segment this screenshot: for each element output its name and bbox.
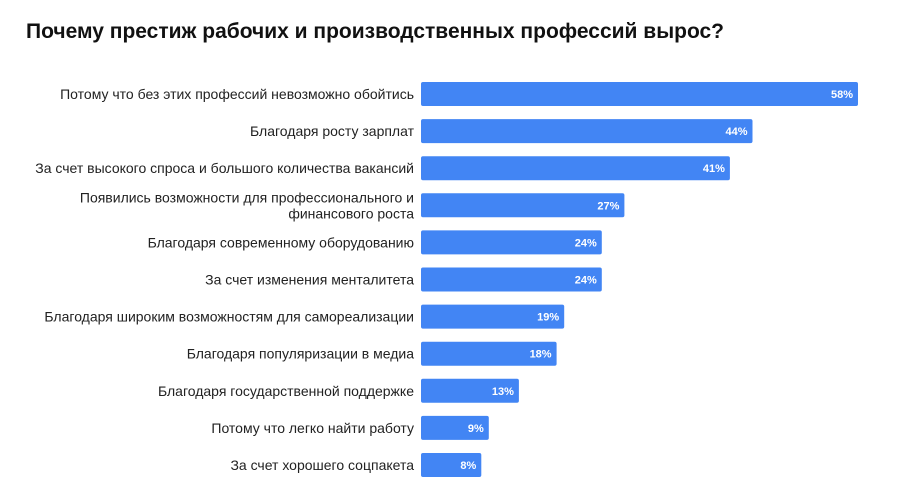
category-label-6: За счет изменения менталитета [205,272,414,288]
value-label-4: 27% [597,200,619,212]
bar-11 [421,453,482,477]
category-label-10: Потому что легко найти работу [211,420,414,436]
category-label-3: За счет высокого спроса и большого колич… [35,160,414,176]
category-label-7: Благодаря широким возможностям для самор… [44,309,414,325]
category-label-11: За счет хорошего соцпакета [230,457,414,473]
value-label-6: 24% [575,275,597,287]
category-label-9: Благодаря государственной поддержке [158,383,414,399]
category-label-2: Благодаря росту зарплат [250,123,415,139]
category-label-4-line-1: Появились возможности для профессиональн… [80,189,414,205]
bar-5 [421,230,602,255]
category-label-1: Потому что без этих профессий невозможно… [60,86,414,102]
bar-6 [421,267,602,292]
category-label-8: Благодаря популяризации в медиа [187,346,414,362]
bar-3 [421,156,730,181]
bar-2 [421,119,753,144]
bar-10 [421,415,489,440]
value-label-2: 44% [725,126,747,138]
value-label-10: 9% [468,423,484,435]
chart-title: Почему престиж рабочих и производственны… [26,20,725,43]
bar-1 [421,82,858,106]
value-label-1: 58% [831,89,853,101]
category-label-5: Благодаря современному оборудованию [148,234,414,250]
bar-9 [421,378,519,403]
value-label-11: 8% [460,460,476,472]
value-label-3: 41% [703,163,725,175]
category-label-4-line-2: финансового роста [288,205,414,221]
value-label-8: 18% [530,349,552,361]
value-label-5: 24% [575,237,597,249]
bar-4 [421,193,625,218]
value-label-7: 19% [537,312,559,324]
bar-8 [421,341,557,366]
bar-7 [421,304,565,329]
value-label-9: 13% [492,386,514,398]
